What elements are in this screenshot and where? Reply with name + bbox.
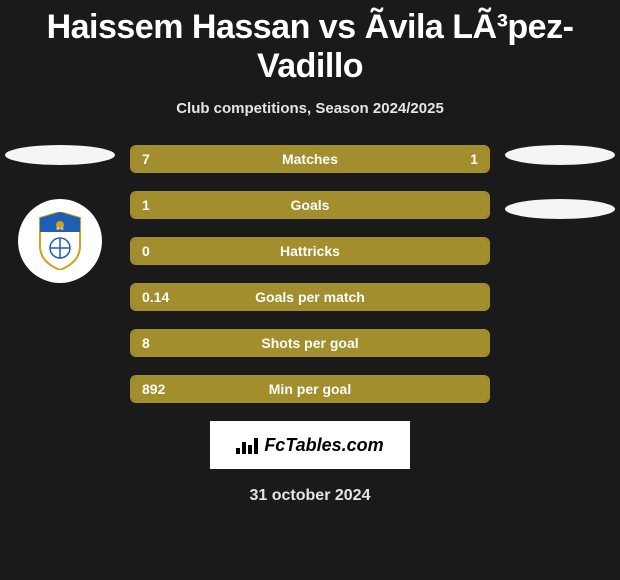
bar-left-value: 8 <box>142 335 150 351</box>
stat-bar-shots-per-goal: 8 Shots per goal <box>130 329 490 357</box>
date-text: 31 october 2024 <box>0 487 620 505</box>
player1-ellipse <box>5 145 115 165</box>
stat-bar-goals: 1 Goals <box>130 191 490 219</box>
stat-bar-matches: 7 1 Matches <box>130 145 490 173</box>
stat-bar-hattricks: 0 Hattricks <box>130 237 490 265</box>
svg-text:R O: R O <box>56 226 63 231</box>
page-title: Haissem Hassan vs Ãvila LÃ³pez-Vadillo <box>0 0 620 86</box>
bar-right-value: 1 <box>470 151 478 167</box>
stat-bar-goals-per-match: 0.14 Goals per match <box>130 283 490 311</box>
watermark-text: FcTables.com <box>264 435 383 456</box>
bar-left-value: 892 <box>142 381 165 397</box>
bar-label: Matches <box>282 151 338 167</box>
bar-left-value: 0 <box>142 243 150 259</box>
bar-label: Hattricks <box>280 243 340 259</box>
bar-left-value: 0.14 <box>142 289 169 305</box>
club-crest-icon: R O <box>36 212 84 270</box>
bar-left-value: 7 <box>142 151 150 167</box>
bar-label: Goals <box>291 197 330 213</box>
player2-ellipse-1 <box>505 145 615 165</box>
bar-label: Goals per match <box>255 289 365 305</box>
subtitle: Club competitions, Season 2024/2025 <box>0 100 620 117</box>
player1-club-crest: R O <box>18 199 102 283</box>
bar-label: Min per goal <box>269 381 351 397</box>
bars-icon <box>236 436 258 454</box>
comparison-content: R O 7 1 Matches 1 Goals 0 Hattricks 0.14 Goals p… <box>0 145 620 505</box>
stat-bars: 7 1 Matches 1 Goals 0 Hattricks 0.14 Goals per m… <box>130 145 490 403</box>
bar-right-fill <box>444 147 489 171</box>
player2-ellipse-2 <box>505 199 615 219</box>
stat-bar-min-per-goal: 892 Min per goal <box>130 375 490 403</box>
right-column <box>505 145 615 253</box>
left-column: R O <box>5 145 115 283</box>
bar-label: Shots per goal <box>261 335 358 351</box>
fctables-watermark: FcTables.com <box>210 421 410 469</box>
bar-left-value: 1 <box>142 197 150 213</box>
